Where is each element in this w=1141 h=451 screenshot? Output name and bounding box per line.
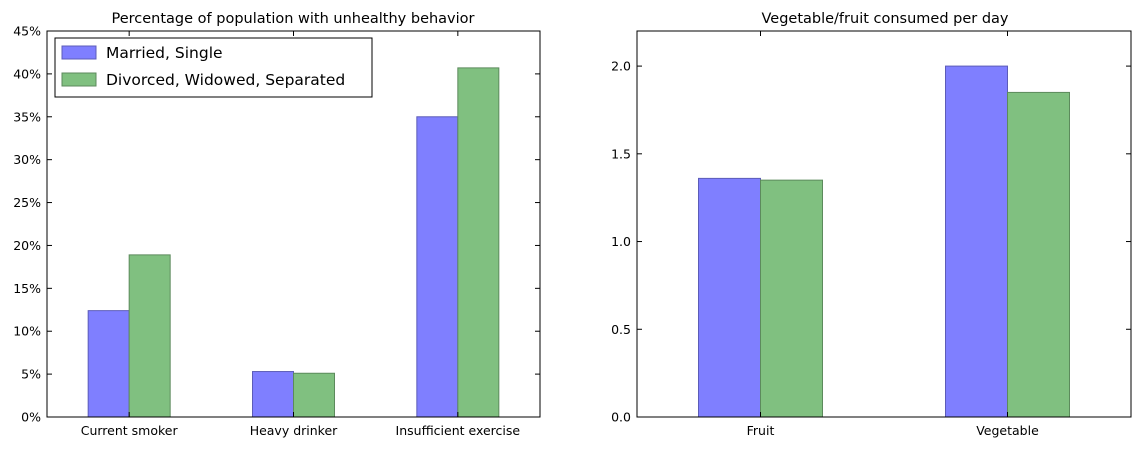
y-tick-label: 1.0	[611, 234, 631, 249]
bar-vegetable-series-1	[945, 65, 1008, 418]
x-axis: Fruit Vegetable	[747, 31, 1039, 438]
x-tick-label: Current smoker	[81, 423, 179, 438]
x-tick-label: Vegetable	[976, 423, 1039, 438]
y-tick-label: 45%	[13, 24, 41, 39]
x-tick-label: Heavy drinker	[250, 423, 338, 438]
y-tick-label: 35%	[13, 109, 41, 124]
bar-insufficient-exercise-series-1	[416, 116, 459, 418]
x-tick-label: Fruit	[747, 423, 775, 438]
bar-current-smoker-series-1	[87, 310, 130, 418]
y-tick-label: 30%	[13, 152, 41, 167]
y-tick-label: 5%	[21, 367, 41, 382]
chart-title: Vegetable/fruit consumed per day	[761, 11, 1008, 27]
bar-insufficient-exercise-series-2	[457, 67, 500, 418]
x-tick-label: Insufficient exercise	[396, 423, 521, 438]
y-tick-label: 2.0	[611, 59, 631, 74]
y-tick-label: 40%	[13, 66, 41, 81]
y-tick-label: 0%	[21, 410, 41, 425]
bars-group	[87, 67, 500, 418]
legend-swatch-series-1	[61, 45, 97, 60]
y-tick-label: 10%	[13, 324, 41, 339]
chart-title: Percentage of population with unhealthy …	[111, 11, 474, 27]
bar-current-smoker-series-2	[128, 254, 171, 418]
bar-fruit-series-2	[760, 179, 823, 418]
bar-vegetable-series-2	[1007, 91, 1070, 418]
legend-label-series-1: Married, Single	[106, 44, 223, 62]
y-tick-label: 0.0	[611, 410, 631, 425]
legend-label-series-2: Divorced, Widowed, Separated	[106, 71, 345, 89]
legend: Married, Single Divorced, Widowed, Separ…	[54, 37, 373, 98]
bar-heavy-drinker-series-2	[293, 372, 335, 418]
y-tick-label: 25%	[13, 195, 41, 210]
unhealthy-behavior-chart: Percentage of population with unhealthy …	[13, 11, 541, 438]
y-tick-label: 20%	[13, 238, 41, 253]
y-tick-label: 1.5	[611, 146, 631, 161]
legend-swatch-series-2	[61, 72, 97, 87]
legend-box	[54, 37, 373, 98]
y-axis: 0% 5% 10% 15% 20% 25% 30% 35% 40% 45%	[13, 24, 540, 425]
axes-frame	[636, 30, 1132, 418]
y-tick-label: 0.5	[611, 322, 631, 337]
bars-group	[698, 65, 1070, 418]
bar-fruit-series-1	[698, 177, 761, 418]
bar-heavy-drinker-series-1	[252, 371, 294, 418]
vegetable-fruit-chart: Vegetable/fruit consumed per day 0.0 0.5 1…	[611, 11, 1132, 438]
y-tick-label: 15%	[13, 281, 41, 296]
x-axis: Current smoker Heavy drinker Insufficient …	[81, 31, 521, 438]
y-axis: 0.0 0.5 1.0 1.5 2.0	[611, 59, 1131, 425]
